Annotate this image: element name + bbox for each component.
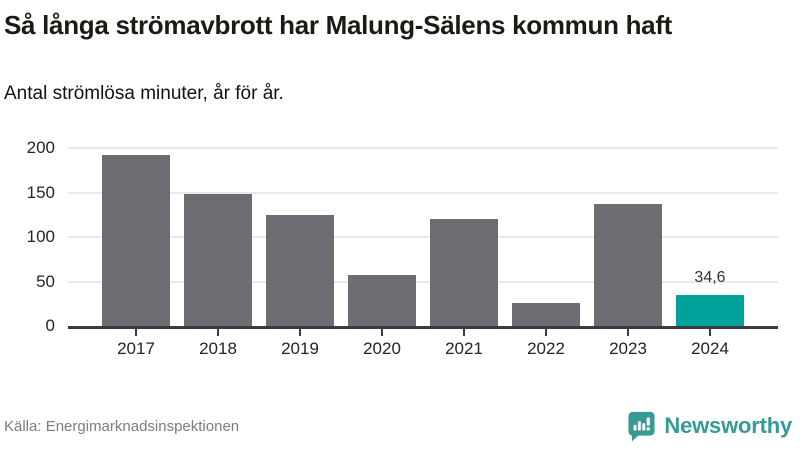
x-axis-tick-label-2021: 2021 xyxy=(445,339,483,359)
bar-cell-2020: 2020 xyxy=(348,148,416,358)
x-axis-tick-mark xyxy=(463,329,465,337)
y-axis-tick-label: 0 xyxy=(45,316,55,336)
x-axis-tick-mark xyxy=(627,329,629,337)
newsworthy-wordmark: Newsworthy xyxy=(664,413,792,438)
chart-footer: Källa: Energimarknadsinspektionen Newswo… xyxy=(4,410,792,442)
x-axis-tick-label-2017: 2017 xyxy=(117,339,155,359)
bar-chart: 0 50 100 150 200 2017 2018 2019 2020 2021 2022 2023… xyxy=(0,138,800,358)
bar-2022 xyxy=(512,303,580,327)
bar-value-label-2024: 34,6 xyxy=(694,269,726,287)
x-axis-tick-label-2020: 2020 xyxy=(363,339,401,359)
bar-cell-2018: 2018 xyxy=(184,148,252,358)
bar-cell-2023: 2023 xyxy=(594,148,662,358)
bar-cell-2022: 2022 xyxy=(512,148,580,358)
chart-title: Så långa strömavbrott har Malung-Sälens … xyxy=(4,10,673,40)
x-axis-tick-mark xyxy=(381,329,383,337)
bar-cell-2017: 2017 xyxy=(102,148,170,358)
bar-2023 xyxy=(594,204,662,327)
bar-cell-2024: 34,6 2024 xyxy=(676,148,744,358)
x-axis-tick-label-2018: 2018 xyxy=(199,339,237,359)
y-axis-tick-label: 100 xyxy=(26,227,55,247)
bar-2019 xyxy=(266,214,334,327)
gridline-y-200 xyxy=(68,147,778,150)
bar-2018 xyxy=(184,193,252,327)
bars-container: 2017 2018 2019 2020 2021 2022 2023 34,6 2024 xyxy=(102,148,744,358)
bar-2017 xyxy=(102,155,170,327)
x-axis-tick-label-2024: 2024 xyxy=(691,339,729,359)
gridline-y-50 xyxy=(68,280,778,283)
bar-2024 xyxy=(676,295,744,327)
x-axis-tick-mark xyxy=(217,329,219,337)
y-axis-tick-label: 50 xyxy=(36,271,55,291)
x-axis-tick-mark xyxy=(135,329,137,337)
bar-cell-2021: 2021 xyxy=(430,148,498,358)
x-axis-tick-mark xyxy=(545,329,547,337)
speech-bubble-bar-chart-icon xyxy=(628,411,655,442)
chart-subtitle: Antal strömlösa minuter, år för år. xyxy=(4,83,284,105)
gridline-y-100 xyxy=(68,236,778,239)
bar-2020 xyxy=(348,275,416,327)
bar-2021 xyxy=(430,219,498,327)
y-axis-tick-label: 150 xyxy=(26,182,55,202)
x-axis-tick-mark xyxy=(299,329,301,337)
y-axis-tick-label: 200 xyxy=(26,138,55,158)
x-axis-tick-label-2019: 2019 xyxy=(281,339,319,359)
x-axis-tick-label-2022: 2022 xyxy=(527,339,565,359)
bar-cell-2019: 2019 xyxy=(266,148,334,358)
x-axis-tick-mark xyxy=(709,329,711,337)
plot-area: 0 50 100 150 200 2017 2018 2019 2020 2021 2022 2023… xyxy=(27,138,778,358)
x-axis-tick-label-2023: 2023 xyxy=(609,339,647,359)
gridline-y-150 xyxy=(68,191,778,194)
source-caption: Källa: Energimarknadsinspektionen xyxy=(4,417,240,435)
newsworthy-logo: Newsworthy xyxy=(626,410,792,442)
